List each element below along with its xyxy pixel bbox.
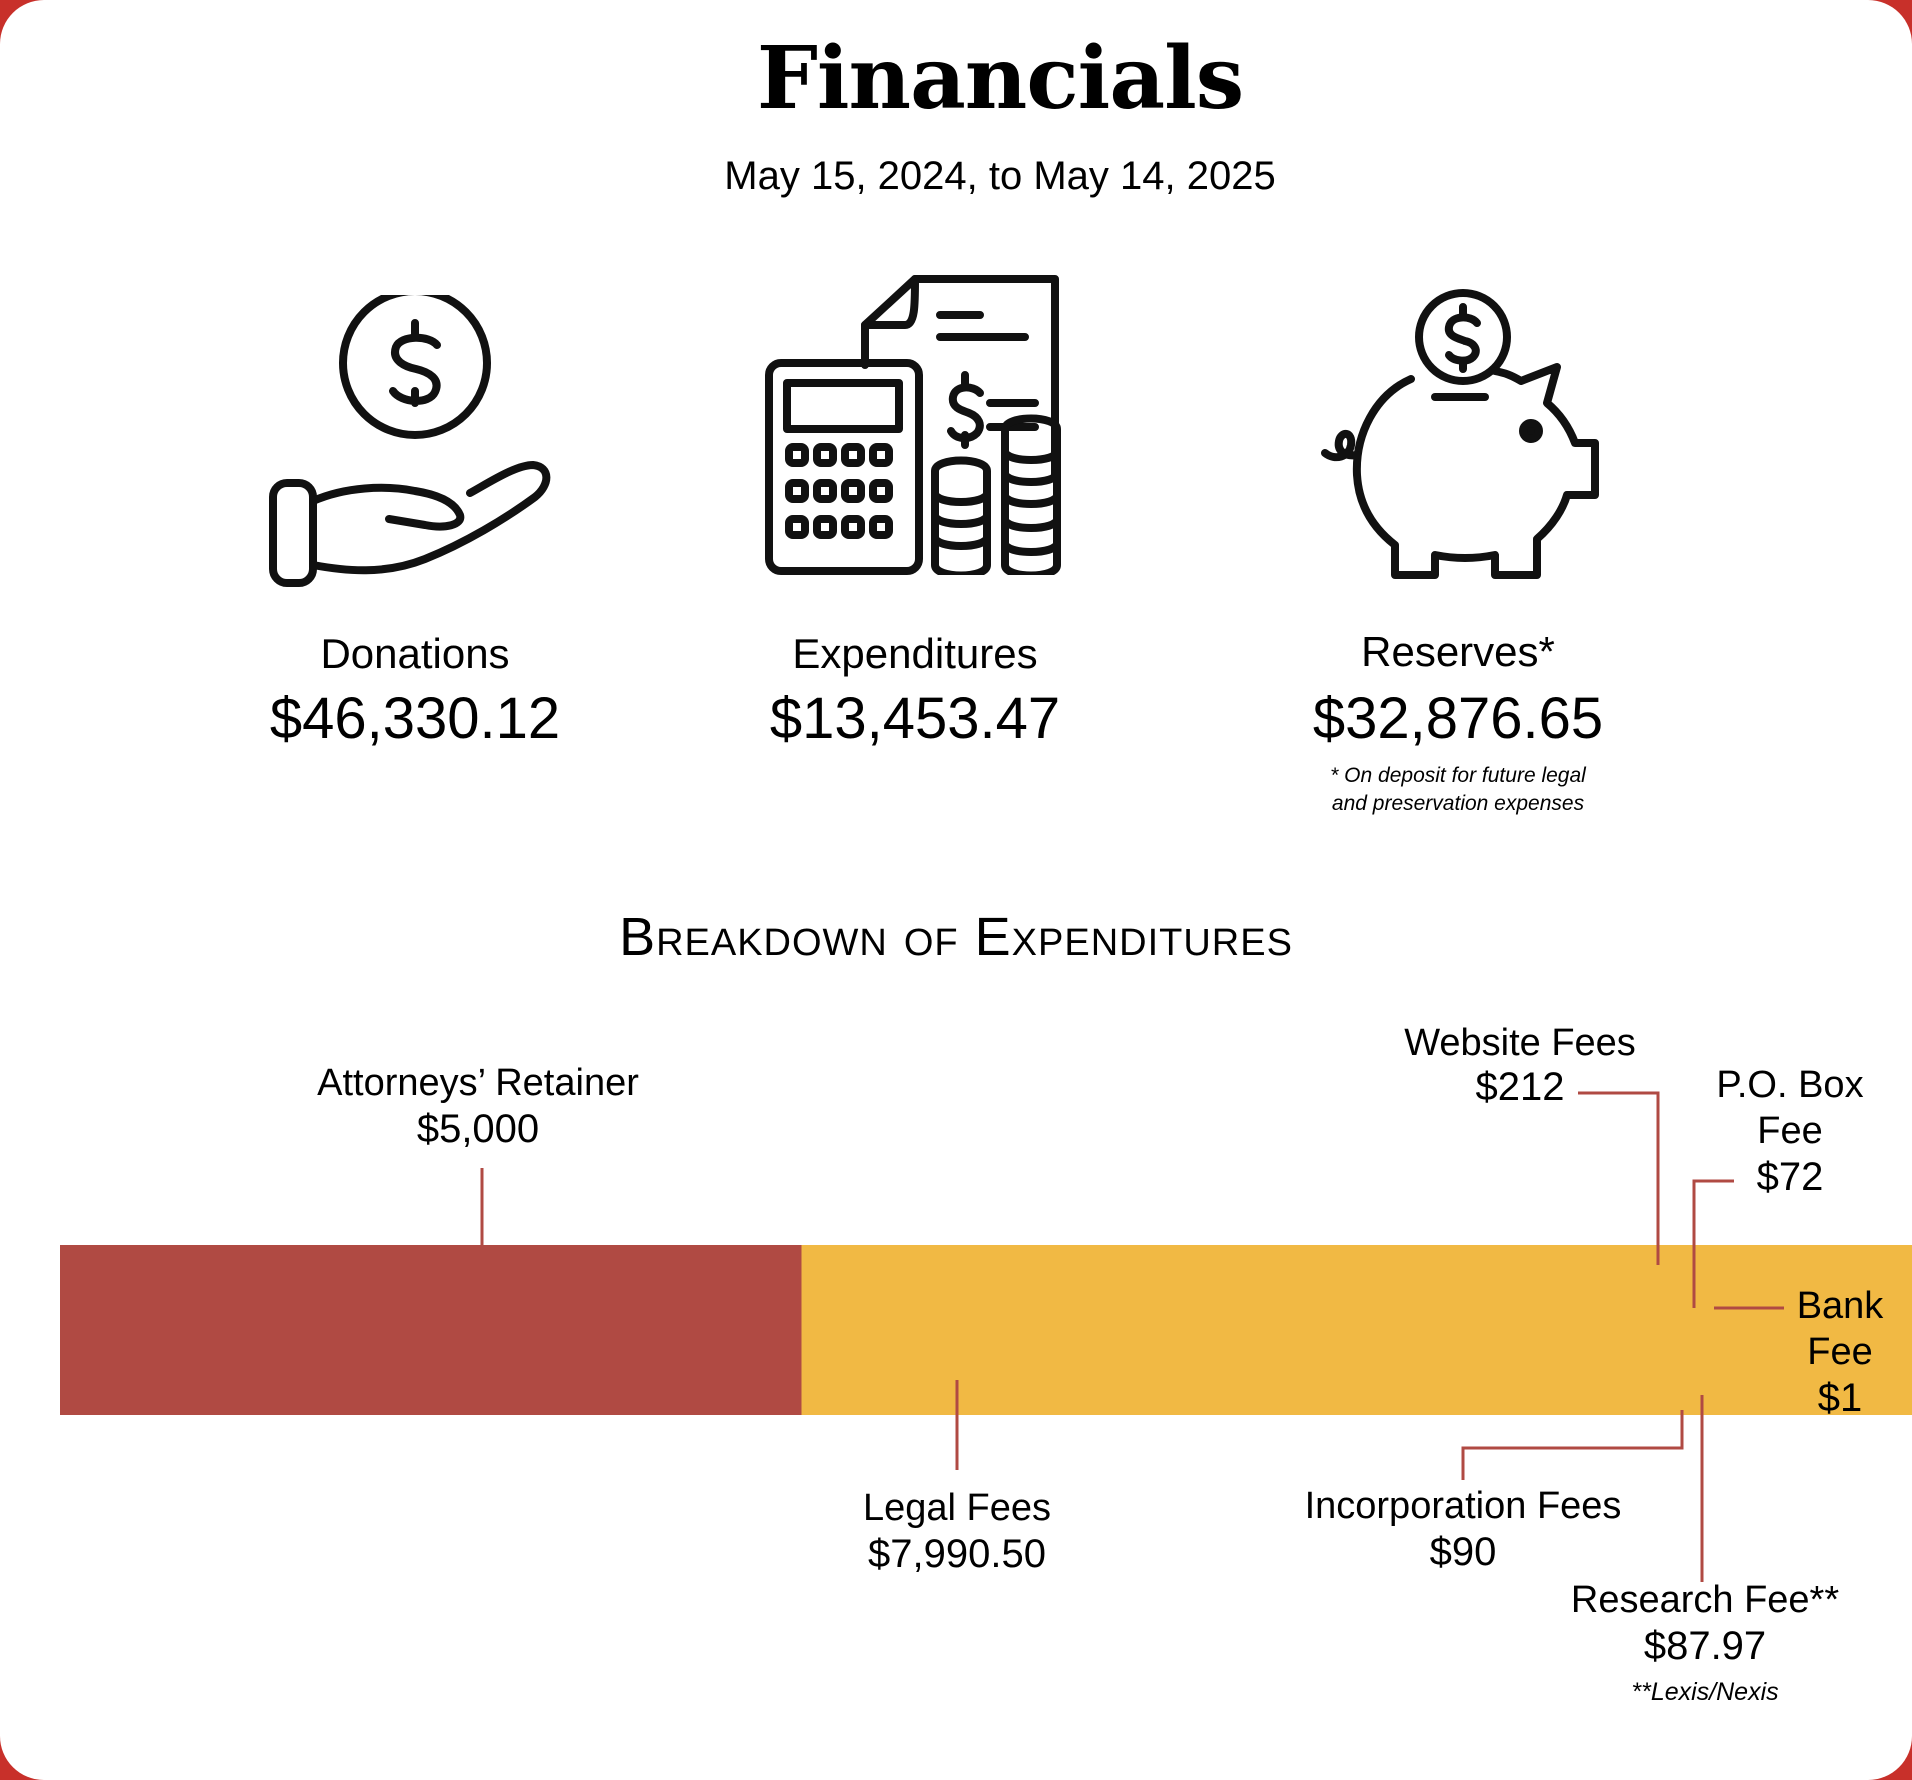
legal-fees-value: $7,990.50	[868, 1532, 1046, 1576]
bar-segment-1	[801, 1245, 1912, 1415]
attorneys-retainer-value: $5,000	[416, 1107, 540, 1151]
bank-fee-name: Bank Fee	[1796, 1285, 1884, 1373]
research-fee-name: Research Fee**	[1570, 1579, 1840, 1621]
calculator-bill-icon	[765, 275, 1065, 575]
label-website-fees: Website Fees	[1360, 1020, 1680, 1066]
label-legal-fees: Legal Fees $7,990.50	[757, 1485, 1157, 1577]
label-po-box-fee: P.O. Box Fee $72	[1690, 1062, 1890, 1200]
website-fees-value: $212	[1475, 1065, 1565, 1109]
expenditures-value: $13,453.47	[769, 686, 1061, 751]
label-attorneys-retainer: Attorneys’ Retainer $5,000	[278, 1060, 678, 1152]
attorneys-retainer-name: Attorneys’ Retainer	[317, 1062, 639, 1104]
reserves-note-line2: and preservation expenses	[1331, 792, 1585, 815]
reserves-note-line1: * On deposit for future legal	[1330, 764, 1586, 787]
reserves-label: Reserves*	[1361, 628, 1555, 675]
label-research-fee: Research Fee** $87.97 **Lexis/Nexis	[1530, 1577, 1880, 1715]
leader-website-fees	[1578, 1091, 1660, 1265]
research-fee-footnote: **Lexis/Nexis	[1631, 1678, 1779, 1706]
expenditures-label: Expenditures	[792, 630, 1038, 677]
donations-value: $46,330.12	[269, 686, 561, 751]
page-title: Financials	[756, 28, 1244, 129]
leader-po-box-fee	[1692, 1179, 1734, 1308]
donations-label: Donations	[320, 630, 510, 677]
research-fee-value: $87.97	[1643, 1624, 1767, 1668]
chart-title: Breakdown of Expenditures	[619, 907, 1293, 967]
piggy-bank-icon	[1315, 285, 1605, 585]
website-fees-name: Website Fees	[1404, 1022, 1636, 1064]
leader-incorporation-fees	[1461, 1410, 1684, 1480]
po-box-fee-name: P.O. Box Fee	[1716, 1064, 1864, 1152]
hand-coin-icon	[265, 295, 565, 595]
bar-segment-0	[60, 1245, 802, 1415]
incorporation-fees-name: Incorporation Fees	[1304, 1485, 1622, 1527]
reserves-value: $32,876.65	[1312, 686, 1604, 751]
date-range: May 15, 2024, to May 14, 2025	[724, 154, 1276, 198]
po-box-fee-value: $72	[1756, 1155, 1824, 1199]
label-bank-fee: Bank Fee $1	[1780, 1283, 1900, 1421]
bank-fee-value: $1	[1817, 1376, 1863, 1420]
incorporation-fees-value: $90	[1429, 1530, 1497, 1574]
legal-fees-name: Legal Fees	[862, 1487, 1051, 1529]
label-incorporation-fees: Incorporation Fees $90	[1263, 1483, 1663, 1575]
